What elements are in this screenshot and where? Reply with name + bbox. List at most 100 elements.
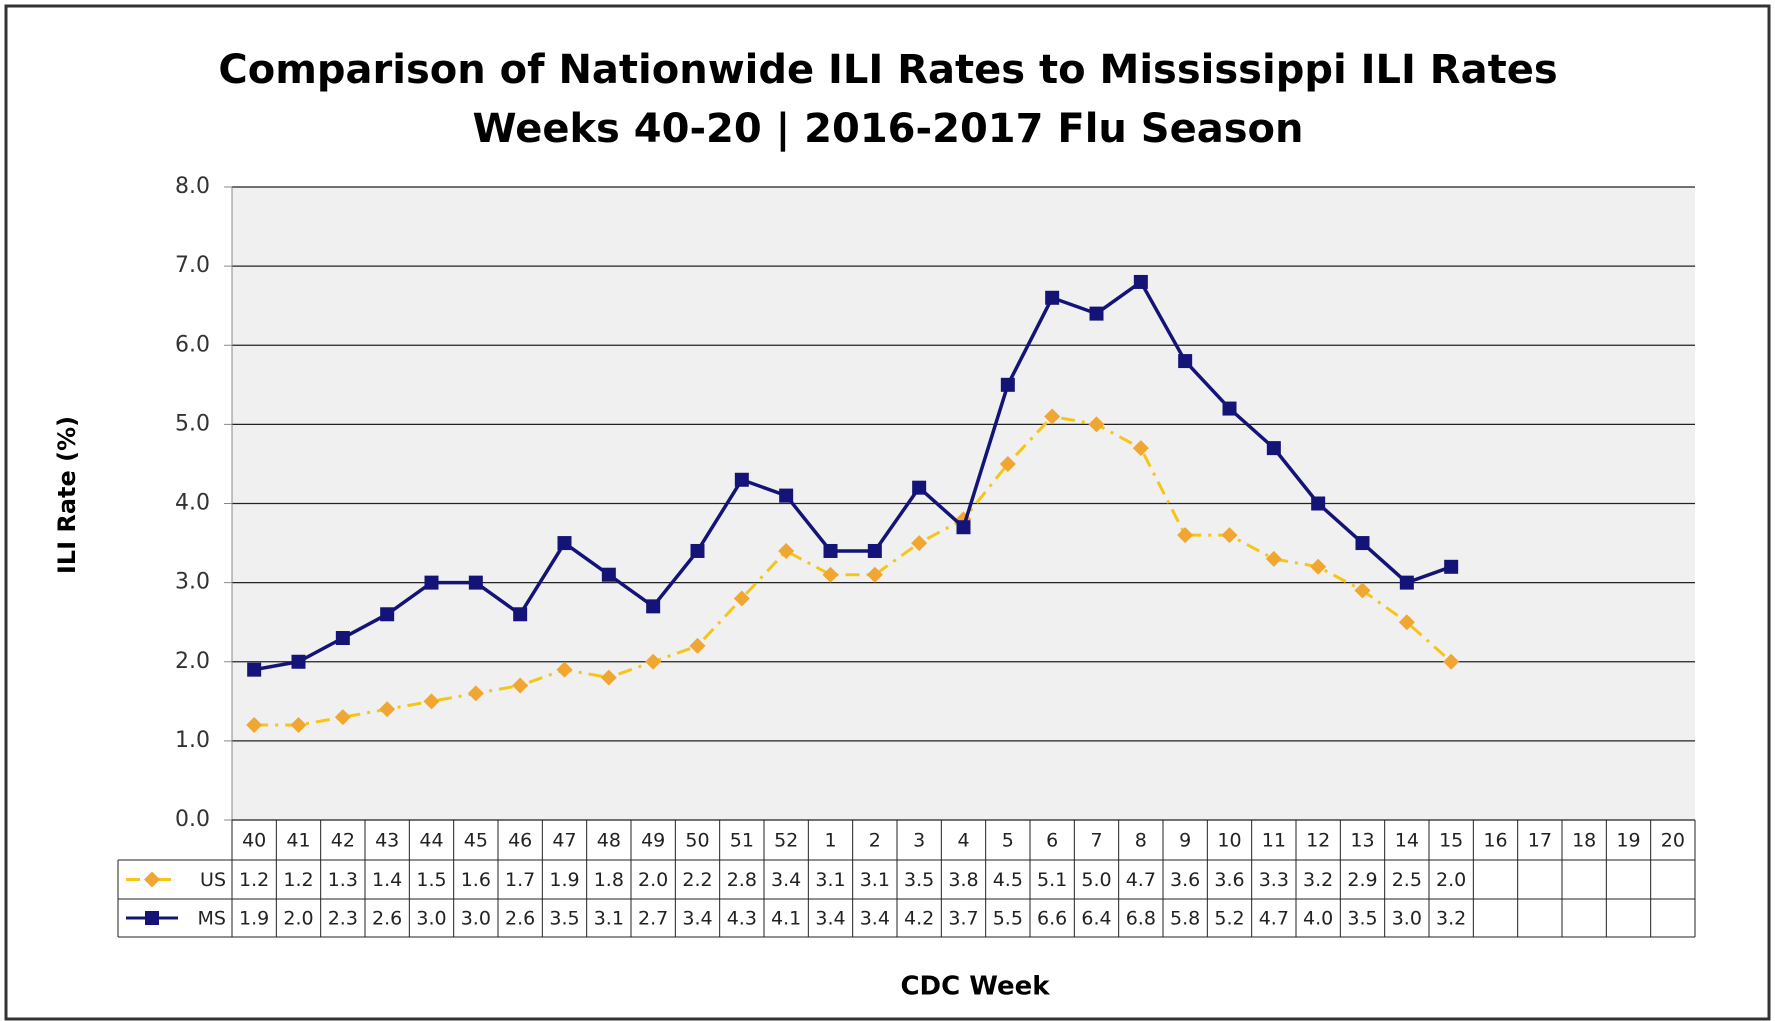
data-label: 3.5 [1347,908,1377,930]
x-tick-label: 8 [1135,830,1147,852]
data-point [956,520,971,535]
data-point [247,662,262,677]
data-label: 1.8 [594,869,624,891]
data-point [556,661,573,678]
data-label: 3.0 [461,908,491,930]
x-tick-label: 46 [508,830,532,852]
data-label: 5.1 [1037,869,1067,891]
x-tick-label: 13 [1350,830,1374,852]
data-point [1000,377,1015,392]
y-tick-label: 8.0 [175,174,210,199]
data-label: 5.0 [1081,869,1111,891]
data-point [1355,536,1370,551]
data-point [512,677,529,694]
data-point [645,653,662,670]
x-tick-label: 1 [824,830,836,852]
data-label: 5.5 [993,908,1023,930]
x-tick-label: 45 [464,830,488,852]
data-point [1088,416,1105,433]
y-tick-label: 4.0 [175,491,210,516]
data-point [600,669,617,686]
x-axis-label: CDC Week [900,972,1050,1002]
legend-label: MS [198,908,226,930]
data-label: 1.7 [505,869,535,891]
x-tick-label: 42 [331,830,355,852]
data-point [1399,575,1414,590]
data-label: 6.4 [1081,908,1111,930]
data-label: 2.2 [682,869,712,891]
data-point [423,693,440,710]
data-label: 2.7 [638,908,668,930]
data-point [1266,441,1281,456]
data-point [1265,550,1282,567]
x-tick-label: 3 [913,830,925,852]
data-label: 3.4 [860,908,890,930]
y-tick-label: 6.0 [175,332,210,357]
x-tick-label: 49 [641,830,665,852]
data-label: 2.0 [1436,869,1466,891]
y-tick-label: 0.0 [175,807,210,832]
data-label: 3.5 [549,908,579,930]
data-label: 3.1 [860,869,890,891]
data-point [601,567,616,582]
data-label: 4.7 [1259,908,1289,930]
x-tick-label: 16 [1483,830,1507,852]
data-label: 3.7 [948,908,978,930]
legend-marker [145,911,159,925]
data-label: 2.6 [505,908,535,930]
x-tick-label: 10 [1217,830,1241,852]
data-point [557,536,572,551]
data-point [1444,559,1459,574]
data-point [778,542,795,559]
data-point [733,590,750,607]
data-label: 3.0 [1392,908,1422,930]
x-tick-label: 7 [1090,830,1102,852]
data-point [1132,440,1149,457]
data-label: 1.2 [283,869,313,891]
data-label: 1.4 [372,869,402,891]
data-point [1222,401,1237,416]
x-tick-label: 5 [1002,830,1014,852]
x-tick-label: 41 [286,830,310,852]
data-point [291,654,306,669]
data-label: 2.8 [727,869,757,891]
x-tick-label: 14 [1395,830,1419,852]
data-label: 3.6 [1214,869,1244,891]
data-point [911,535,928,552]
chart-subtitle: Weeks 40-20 | 2016-2017 Flu Season [473,106,1304,153]
data-point [1177,527,1194,544]
data-point [1221,527,1238,544]
data-label: 1.3 [328,869,358,891]
data-label: 3.6 [1170,869,1200,891]
data-label: 3.1 [815,869,845,891]
data-label: 4.7 [1126,869,1156,891]
data-point [1311,496,1326,511]
data-label: 3.4 [682,908,712,930]
data-point [334,709,351,726]
data-point [1089,306,1104,321]
data-label: 3.1 [594,908,624,930]
data-label: 3.8 [948,869,978,891]
data-point [1133,274,1148,289]
data-label: 3.3 [1259,869,1289,891]
data-label: 6.8 [1126,908,1156,930]
data-point [1178,354,1193,369]
data-label: 1.6 [461,869,491,891]
data-point [1354,582,1371,599]
x-tick-label: 51 [730,830,754,852]
data-point [867,543,882,558]
data-label: 2.0 [283,908,313,930]
data-label: 5.2 [1214,908,1244,930]
x-tick-label: 11 [1262,830,1286,852]
data-point [335,631,350,646]
data-label: 4.5 [993,869,1023,891]
y-tick-label: 5.0 [175,411,210,436]
x-tick-label: 12 [1306,830,1330,852]
y-tick-label: 3.0 [175,570,210,595]
x-tick-label: 43 [375,830,399,852]
data-point [866,566,883,583]
data-point [513,607,528,622]
data-point [467,685,484,702]
data-point [823,543,838,558]
